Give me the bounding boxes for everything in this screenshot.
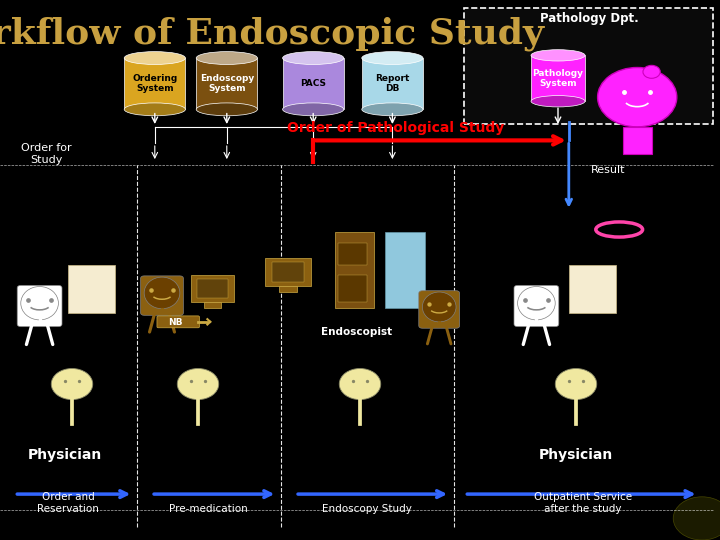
Circle shape bbox=[555, 368, 597, 400]
Ellipse shape bbox=[125, 52, 186, 64]
Circle shape bbox=[177, 368, 219, 400]
Bar bbox=[279, 286, 297, 292]
Ellipse shape bbox=[144, 277, 180, 309]
Bar bbox=[196, 58, 258, 109]
Circle shape bbox=[339, 368, 381, 400]
Bar bbox=[283, 58, 344, 109]
Circle shape bbox=[673, 497, 720, 540]
Ellipse shape bbox=[423, 292, 456, 322]
Text: Physician: Physician bbox=[27, 448, 102, 462]
Text: Report
DB: Report DB bbox=[375, 74, 410, 93]
Bar bbox=[338, 275, 367, 302]
Text: Pathology
System: Pathology System bbox=[533, 69, 583, 88]
Text: Order and
Reservation: Order and Reservation bbox=[37, 492, 99, 514]
Ellipse shape bbox=[518, 287, 555, 320]
Ellipse shape bbox=[282, 52, 344, 64]
FancyBboxPatch shape bbox=[464, 8, 713, 124]
Text: NB: NB bbox=[168, 318, 182, 327]
Circle shape bbox=[643, 65, 660, 78]
Circle shape bbox=[598, 68, 677, 127]
Bar bbox=[623, 127, 652, 154]
Bar bbox=[266, 258, 311, 286]
Text: Order of Pathological Study: Order of Pathological Study bbox=[287, 121, 505, 135]
Text: Physician: Physician bbox=[539, 448, 613, 462]
Text: Endoscopy
System: Endoscopy System bbox=[199, 74, 254, 93]
Text: Outpatient Service
after the study: Outpatient Service after the study bbox=[534, 492, 632, 514]
Ellipse shape bbox=[531, 96, 585, 107]
Ellipse shape bbox=[196, 52, 258, 64]
Bar bbox=[385, 232, 425, 308]
Ellipse shape bbox=[282, 103, 344, 116]
Bar bbox=[124, 58, 186, 109]
Ellipse shape bbox=[531, 50, 585, 61]
Ellipse shape bbox=[196, 103, 258, 116]
Ellipse shape bbox=[362, 103, 423, 116]
Text: Order for
Study: Order for Study bbox=[22, 143, 72, 165]
Bar bbox=[569, 265, 616, 313]
Bar bbox=[272, 262, 304, 282]
Text: Workflow of Endoscopic Study: Workflow of Endoscopic Study bbox=[0, 16, 544, 51]
Bar bbox=[191, 275, 234, 302]
FancyBboxPatch shape bbox=[514, 285, 559, 327]
FancyBboxPatch shape bbox=[157, 316, 199, 328]
FancyBboxPatch shape bbox=[419, 291, 459, 328]
Ellipse shape bbox=[125, 103, 186, 116]
Ellipse shape bbox=[21, 287, 58, 320]
Text: Pre-medication: Pre-medication bbox=[169, 504, 248, 514]
Text: Ordering
System: Ordering System bbox=[132, 74, 177, 93]
Ellipse shape bbox=[362, 52, 423, 64]
FancyBboxPatch shape bbox=[17, 285, 62, 327]
Bar bbox=[68, 265, 115, 313]
Bar bbox=[204, 302, 221, 308]
Bar bbox=[338, 243, 367, 265]
Bar bbox=[197, 280, 228, 298]
Bar bbox=[362, 58, 423, 109]
Bar bbox=[335, 232, 374, 308]
Bar bbox=[531, 56, 585, 102]
Circle shape bbox=[51, 368, 93, 400]
FancyBboxPatch shape bbox=[140, 276, 184, 315]
Text: PACS: PACS bbox=[300, 79, 326, 88]
Text: Pathology Dpt.: Pathology Dpt. bbox=[539, 12, 639, 25]
Text: Result: Result bbox=[590, 165, 625, 175]
Text: Endoscopist: Endoscopist bbox=[321, 327, 392, 337]
Text: Endoscopy Study: Endoscopy Study bbox=[323, 504, 412, 514]
